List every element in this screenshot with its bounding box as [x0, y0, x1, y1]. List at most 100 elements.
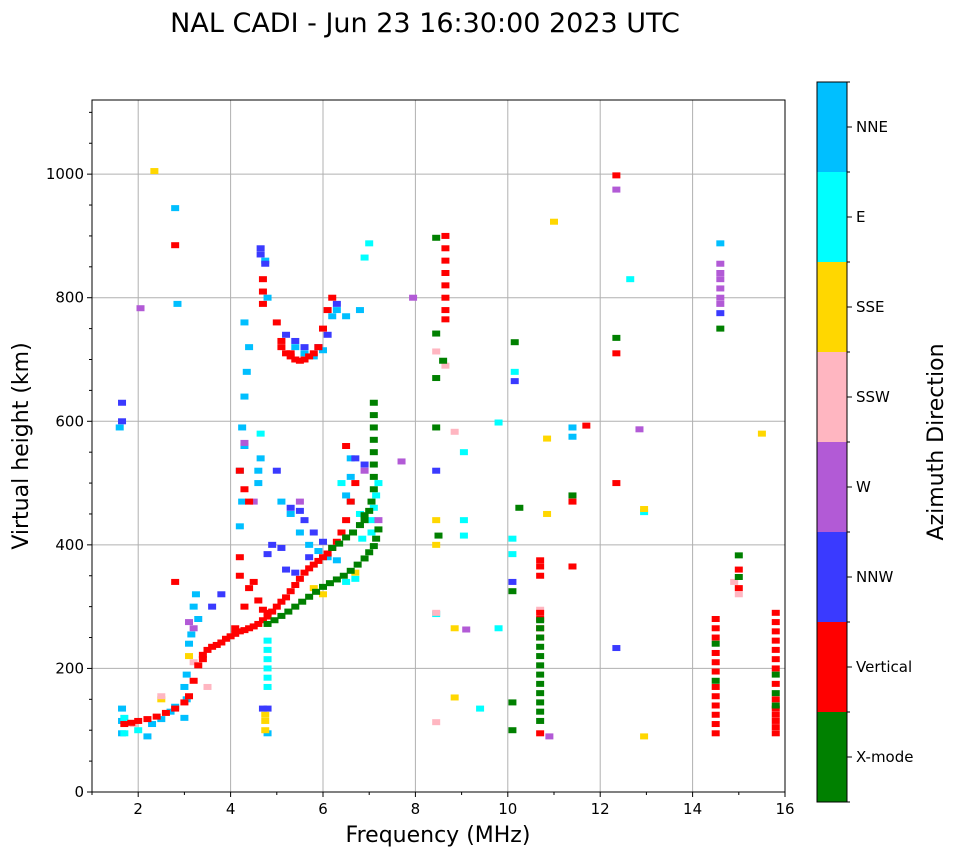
echo-point [231, 625, 240, 632]
echo-point [612, 186, 621, 193]
echo-point [612, 172, 621, 179]
echo-point [240, 486, 249, 493]
echo-point [185, 619, 194, 626]
echo-point [536, 708, 545, 715]
echo-point [450, 625, 459, 632]
echo-point [198, 651, 207, 658]
echo-point [245, 625, 254, 632]
echo-point [543, 510, 552, 517]
echo-point [771, 646, 780, 653]
echo-point [626, 276, 635, 283]
echo-point [254, 620, 263, 627]
echo-point [185, 640, 194, 647]
echo-point [342, 492, 351, 499]
echo-point [508, 699, 517, 706]
echo-point [536, 625, 545, 632]
echo-point [536, 609, 545, 616]
echo-point [716, 310, 725, 317]
series-vertical [120, 172, 780, 737]
echo-point [734, 591, 743, 598]
echo-point [263, 620, 272, 627]
echo-point [771, 680, 780, 687]
echo-point [332, 307, 341, 314]
echo-point [309, 585, 318, 592]
echo-point [711, 702, 720, 709]
echo-point [323, 331, 332, 338]
y-axis-label: Virtual height (km) [9, 342, 34, 549]
echo-point [291, 356, 300, 363]
echo-point [291, 344, 300, 351]
echo-point [256, 245, 265, 252]
grid-lines [92, 100, 786, 793]
echo-point [120, 721, 129, 728]
echo-point [441, 307, 450, 314]
echo-point [157, 693, 166, 700]
echo-point [187, 631, 196, 638]
echo-point [771, 637, 780, 644]
echo-point [355, 510, 364, 517]
echo-point [245, 344, 254, 351]
echo-point [263, 665, 272, 672]
echo-point [360, 555, 369, 562]
echo-point [277, 337, 286, 344]
echo-point [771, 711, 780, 718]
echo-point [185, 653, 194, 660]
echo-point [291, 569, 300, 576]
echo-point [342, 578, 351, 585]
echo-point [261, 711, 270, 718]
echo-point [161, 709, 170, 716]
echo-point [432, 330, 441, 337]
echo-point [711, 625, 720, 632]
echo-point [235, 628, 244, 635]
echo-point [369, 412, 378, 419]
echo-point [270, 617, 279, 624]
echo-point [365, 240, 374, 247]
echo-point [367, 498, 376, 505]
echo-point [369, 504, 378, 511]
echo-point [261, 717, 270, 724]
echo-point [254, 467, 263, 474]
echo-point [612, 645, 621, 652]
echo-point [150, 168, 159, 175]
echo-point [434, 532, 443, 539]
echo-point [351, 569, 360, 576]
echo-point [319, 554, 327, 561]
echo-point [494, 419, 503, 426]
echo-point [272, 319, 281, 326]
echo-point [369, 461, 378, 468]
echo-point [355, 307, 364, 314]
echo-point [536, 572, 545, 579]
echo-point [369, 424, 378, 431]
echo-point [189, 677, 198, 684]
series-nne [115, 205, 725, 740]
echo-point [282, 331, 291, 338]
echo-point [711, 711, 720, 718]
echo-point [286, 510, 295, 517]
echo-point [369, 436, 378, 443]
echo-point [462, 626, 471, 633]
echo-point [508, 535, 517, 542]
plot-area [91, 99, 786, 793]
echo-point [268, 541, 277, 548]
echo-point [240, 319, 249, 326]
colorbar-label: X-mode [856, 748, 913, 766]
echo-point [369, 473, 378, 480]
echo-point [314, 557, 323, 564]
echo-point [325, 580, 334, 587]
echo-point [545, 733, 554, 740]
echo-point [711, 659, 720, 666]
echo-point [194, 616, 203, 622]
echo-point [185, 693, 194, 700]
x-tick-label: 14 [683, 800, 702, 818]
echo-point [118, 717, 127, 724]
echo-point [365, 507, 374, 514]
echo-point [508, 727, 517, 734]
x-tick-label: 10 [498, 800, 517, 818]
echo-point [157, 696, 166, 703]
echo-point [771, 671, 780, 678]
echo-point [272, 603, 281, 610]
echo-point [286, 504, 295, 511]
echo-point [716, 294, 725, 301]
echo-point [134, 717, 143, 724]
echo-point [258, 276, 267, 283]
